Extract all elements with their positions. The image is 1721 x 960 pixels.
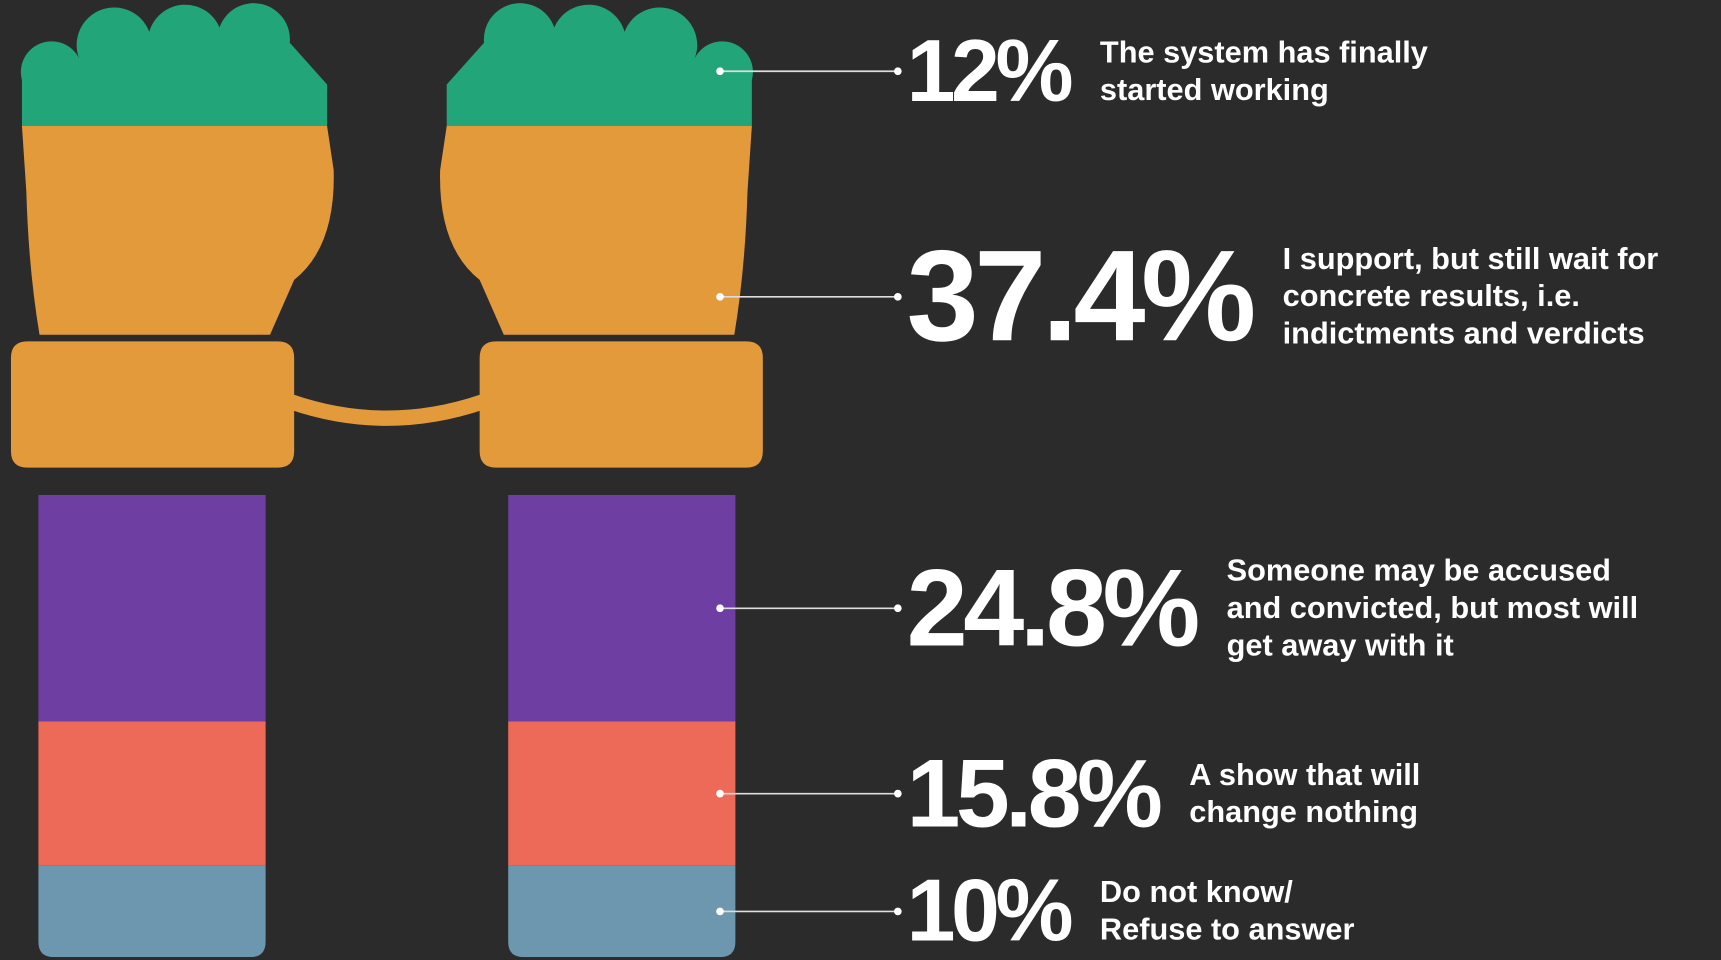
right-arm [440, 3, 763, 958]
segment [38, 721, 266, 866]
left-arm [10, 3, 334, 958]
label-row: 24.8% Someone may be accused and convicte… [907, 552, 1655, 664]
label-row: 15.8% A show that will change nothing [907, 745, 1453, 842]
category-label: A show that will change nothing [1189, 757, 1421, 829]
leader-dot [716, 292, 724, 301]
leader-dot [716, 789, 724, 798]
label-row: 37.4% I support, but still wait for concr… [907, 232, 1678, 362]
category-label: I support, but still wait for concrete r… [1282, 241, 1659, 351]
chain [288, 394, 486, 426]
leader-dot [893, 292, 902, 301]
leader-dot [716, 67, 724, 76]
percent-label: 24.8% [906, 546, 1201, 670]
leader-dot [893, 789, 902, 798]
percent-label: 10% [906, 862, 1074, 960]
leader-dot [893, 604, 902, 613]
segment [508, 721, 736, 866]
leaders [716, 67, 902, 916]
category-label: The system has finally started working [1099, 35, 1428, 107]
label-row: 12% The system has finally started workin… [907, 27, 1463, 115]
segment [20, 3, 328, 127]
segment [38, 495, 266, 722]
percent-label: 15.8% [906, 738, 1163, 848]
category-label: Do not know/ Refuse to answer [1099, 875, 1355, 947]
leader-dot [893, 67, 902, 76]
segment [440, 126, 763, 468]
segment [10, 126, 334, 468]
leader-dot [716, 907, 724, 916]
category-label: Someone may be accused and convicted, bu… [1226, 553, 1639, 663]
label-row: 10% Do not know/ Refuse to answer [906, 862, 1386, 960]
segment [508, 495, 736, 722]
segment [446, 3, 753, 127]
segment [508, 865, 736, 958]
segment [38, 865, 266, 958]
leader-dot [716, 604, 724, 613]
percent-label: 37.4% [906, 224, 1257, 370]
percent-label: 12% [906, 21, 1074, 120]
leader-dot [893, 907, 902, 916]
